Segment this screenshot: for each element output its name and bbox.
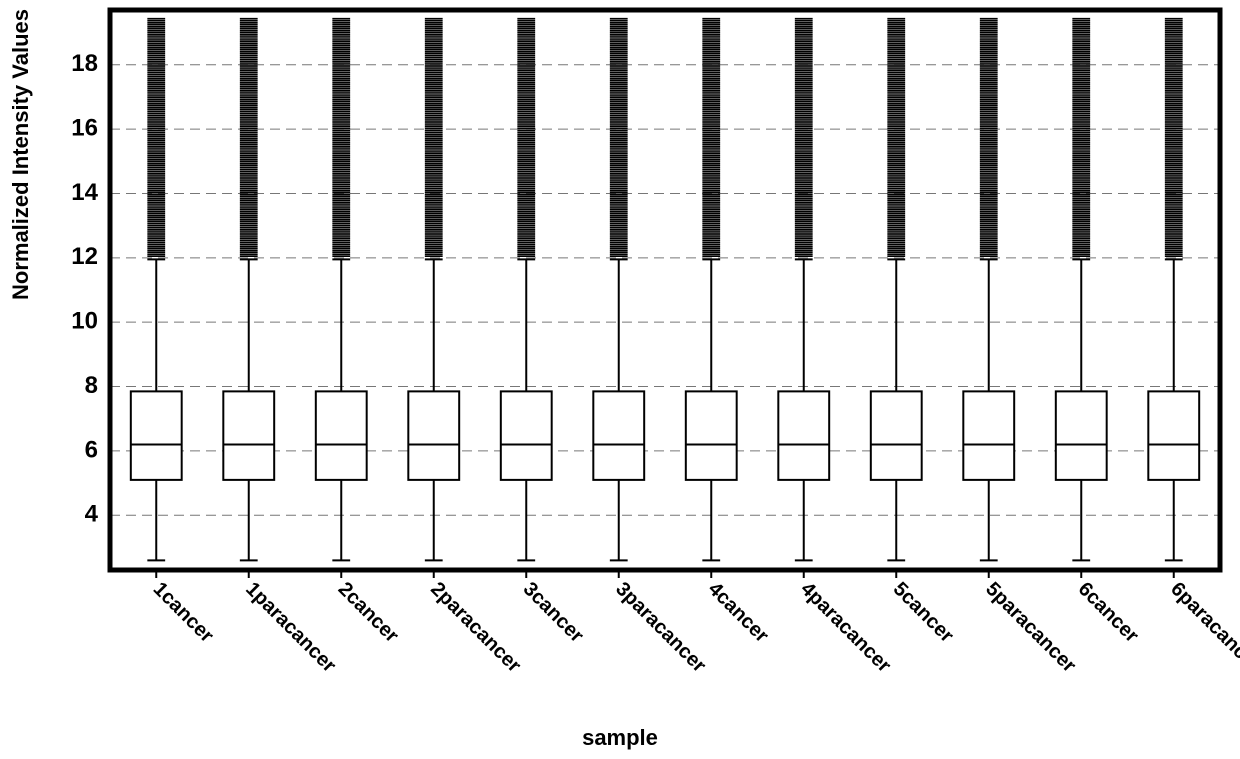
boxplot-chart: Normalized Intensity Values 4 6 8 10 12 14 16 1…: [0, 0, 1240, 759]
svg-text:4paracancer: 4paracancer: [796, 578, 895, 677]
chart-svg: 4 6 8 10 12 14 16 18 1cancer 1paracancer2cancer 2p…: [0, 0, 1240, 720]
svg-text:5cancer: 5cancer: [889, 578, 958, 647]
svg-text:4cancer: 4cancer: [704, 578, 773, 647]
svg-text:6: 6: [85, 436, 98, 463]
svg-text:4: 4: [85, 501, 99, 528]
svg-text:6paracancer: 6paracancer: [1166, 578, 1240, 677]
y-axis-label: Normalized Intensity Values: [8, 9, 34, 300]
x-axis-label: sample: [0, 725, 1240, 751]
svg-text:8: 8: [85, 372, 98, 399]
svg-text:5paracancer: 5paracancer: [981, 578, 1080, 677]
svg-text:12: 12: [71, 243, 98, 270]
svg-text:1paracancer: 1paracancer: [241, 578, 340, 677]
svg-text:1cancer: 1cancer: [149, 578, 218, 647]
svg-text:3cancer: 3cancer: [519, 578, 588, 647]
svg-text:18: 18: [71, 50, 98, 77]
svg-text:2paracancer: 2paracancer: [426, 578, 525, 677]
svg-text:3paracancer: 3paracancer: [611, 578, 710, 677]
svg-text:6cancer: 6cancer: [1074, 578, 1143, 647]
svg-text:2cancer: 2cancer: [334, 578, 403, 647]
svg-text:14: 14: [71, 179, 98, 206]
svg-text:10: 10: [71, 308, 98, 335]
svg-text:16: 16: [71, 114, 98, 141]
